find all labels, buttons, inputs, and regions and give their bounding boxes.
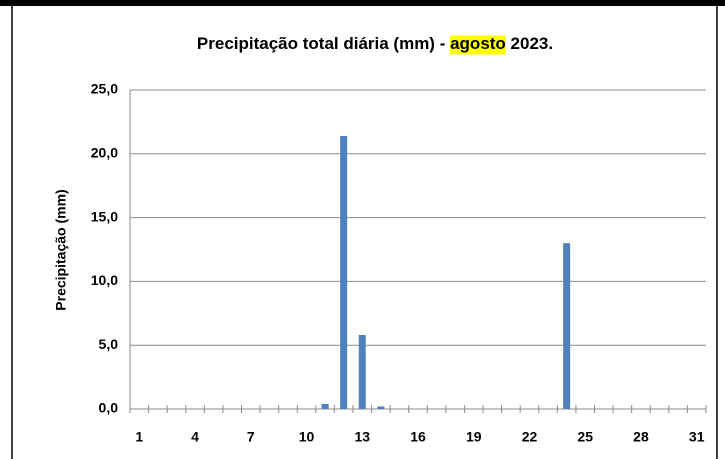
x-tick-label: 19 [466, 429, 482, 445]
bar [321, 403, 329, 409]
title-part: 2023. [506, 34, 553, 53]
y-tick-label: 25,0 [91, 81, 118, 97]
x-tick-label: 28 [633, 429, 649, 445]
bar [377, 406, 385, 409]
x-tick-label: 22 [522, 429, 538, 445]
bar [358, 334, 366, 409]
y-tick-label: 15,0 [91, 208, 118, 224]
chart-title: Precipitação total diária (mm) - agosto … [197, 34, 553, 53]
y-axis-label: Precipitação (mm) [53, 189, 69, 310]
bar [563, 243, 571, 409]
title-highlight [450, 35, 506, 55]
x-tick-label: 13 [354, 429, 370, 445]
y-tick-label: 0,0 [99, 400, 119, 416]
x-tick-label: 10 [299, 429, 315, 445]
title-part: agosto [450, 34, 506, 53]
x-tick-label: 1 [135, 429, 143, 445]
bar [340, 135, 348, 409]
y-tick-label: 10,0 [91, 272, 118, 288]
x-tick-label: 4 [191, 429, 199, 445]
x-tick-label: 31 [689, 429, 705, 445]
title-part: Precipitação total diária (mm) - [197, 34, 450, 53]
y-tick-label: 5,0 [99, 336, 119, 352]
top-border [0, 0, 725, 6]
x-tick-label: 7 [247, 429, 255, 445]
x-tick-label: 16 [410, 429, 426, 445]
y-tick-label: 20,0 [91, 145, 118, 161]
x-tick-label: 25 [577, 429, 593, 445]
